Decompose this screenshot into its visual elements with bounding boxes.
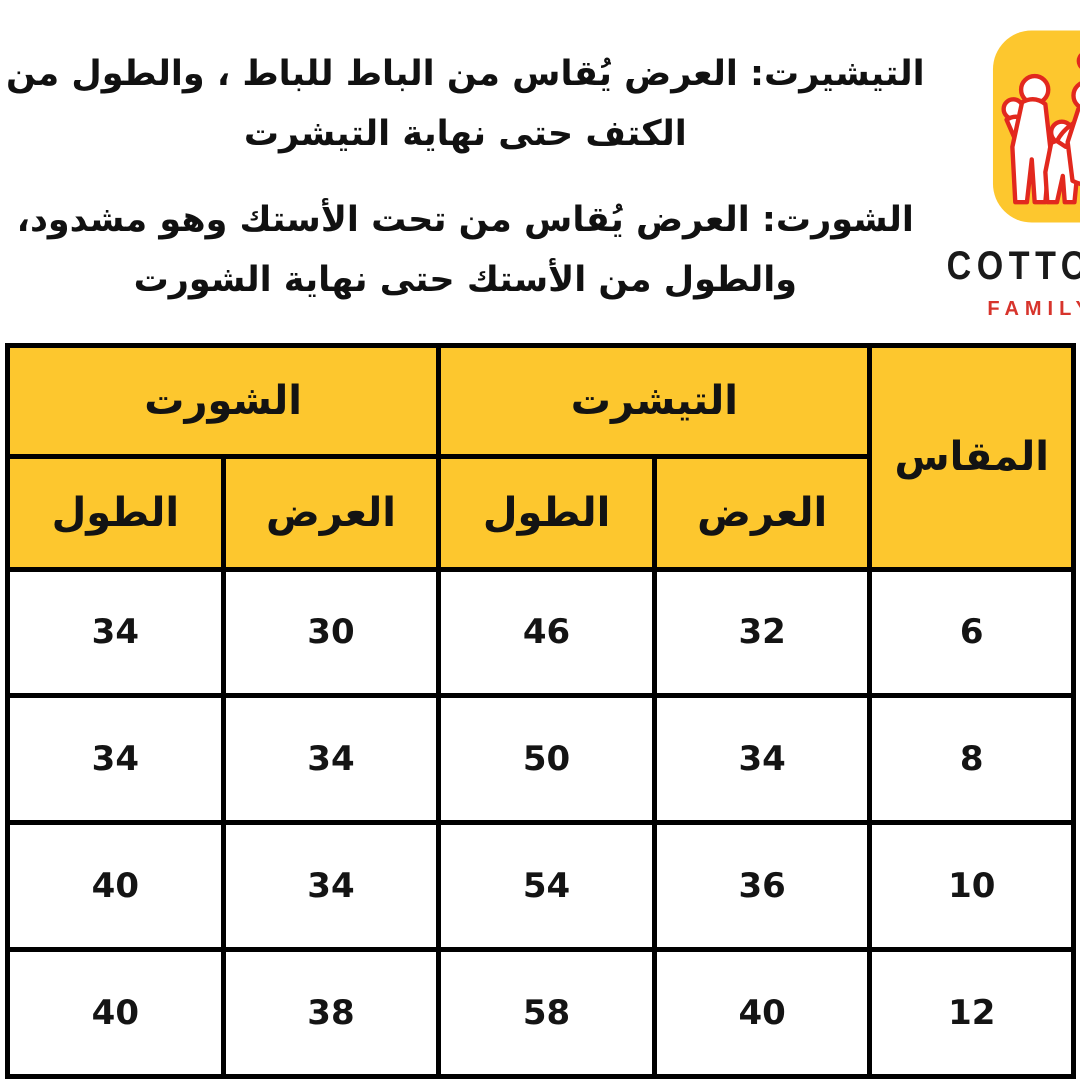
tshirt-length-value: 54 [436, 820, 657, 953]
measurement-instructions: التيشيرت: العرض يُقاس من الباط للباط ، و… [0, 0, 939, 343]
tshirt-length-value: 46 [436, 566, 657, 699]
table-row-size-10: 10 36 54 34 40 [5, 820, 1076, 953]
tshirt-width-value: 40 [651, 947, 873, 1079]
shorts-instruction: الشورت: العرض يُقاس من تحت الأستك وهو مش… [6, 190, 925, 310]
size-value: 6 [867, 566, 1076, 699]
table-group-header-row: المقاس التيشرت الشورت [4, 343, 1076, 572]
top-section: التيشيرت: العرض يُقاس من الباط للباط ، و… [0, 0, 1080, 343]
tshirt-length-value: 58 [436, 947, 657, 1079]
brand-logo-block: COTTON HUB FAMILY WEAR [939, 0, 1080, 343]
header-tshirt-length: الطول [436, 453, 657, 572]
size-value: 10 [867, 820, 1076, 953]
brand-wordmark: COTTON HUB [939, 242, 1080, 289]
tshirt-width-value: 32 [651, 566, 873, 699]
header-group-shorts: الشورت [4, 343, 442, 459]
shorts-width-value: 34 [220, 693, 442, 826]
shorts-length-value: 34 [5, 566, 226, 699]
header-group-tshirt: التيشرت [436, 343, 873, 459]
tshirt-width-value: 36 [651, 820, 873, 953]
header-size-column: المقاس [867, 343, 1076, 572]
shorts-length-value: 34 [5, 693, 226, 826]
tshirt-width-value: 34 [651, 693, 873, 826]
table-row-size-8: 8 34 50 34 34 [5, 693, 1076, 826]
header-tshirt-width: العرض [651, 453, 873, 572]
header-shorts-width: العرض [220, 453, 442, 572]
paragraph-spacer [6, 164, 925, 190]
shorts-width-value: 30 [220, 566, 442, 699]
size-chart-table: المقاس التيشرت الشورت العرض الطول العرض … [4, 343, 1076, 1079]
table-subheader-row: العرض الطول العرض الطول [5, 453, 1074, 572]
brand-tagline: FAMILY WEAR [987, 298, 1080, 320]
brand-name-cotton: COTTON [946, 242, 1080, 288]
tshirt-length-value: 50 [436, 693, 657, 826]
shorts-length-value: 40 [5, 947, 226, 1079]
size-value: 12 [867, 947, 1076, 1079]
table-row-size-6: 6 32 46 30 34 [5, 566, 1076, 699]
size-value: 8 [867, 693, 1076, 826]
tshirt-instruction: التيشيرت: العرض يُقاس من الباط للباط ، و… [6, 44, 925, 164]
header-shorts-length: الطول [5, 453, 226, 572]
table-row-size-12: 12 40 58 38 40 [5, 947, 1076, 1079]
cotton-hub-family-icon [993, 30, 1080, 223]
shorts-instruction-line1: الشورت: العرض يُقاس من تحت الأستك وهو مش… [16, 200, 914, 240]
shorts-instruction-line2: والطول من الأستك حتى نهاية الشورت [133, 260, 798, 300]
tshirt-instruction-line2: الكتف حتى نهاية التيشرت [243, 114, 687, 154]
shorts-width-value: 38 [220, 947, 442, 1079]
tshirt-instruction-line1: التيشيرت: العرض يُقاس من الباط للباط ، و… [6, 54, 925, 94]
shorts-width-value: 34 [220, 820, 442, 953]
shorts-length-value: 40 [5, 820, 226, 953]
